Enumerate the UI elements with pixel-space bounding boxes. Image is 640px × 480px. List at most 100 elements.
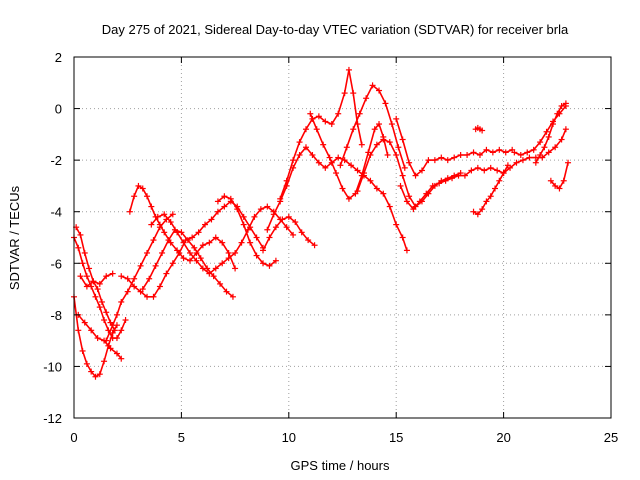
- data-point: [103, 337, 110, 344]
- x-tick-label: 15: [389, 430, 403, 445]
- data-point: [225, 249, 232, 256]
- data-point: [367, 177, 374, 184]
- data-point: [240, 221, 247, 228]
- series-track-10: [148, 203, 297, 277]
- data-point: [496, 177, 503, 184]
- data-point: [118, 355, 125, 362]
- data-point: [247, 239, 254, 246]
- data-point: [79, 260, 86, 267]
- data-point: [348, 162, 355, 169]
- data-point: [253, 234, 260, 241]
- y-tick-label: -4: [50, 205, 62, 220]
- data-point: [530, 146, 537, 153]
- data-point: [156, 283, 163, 290]
- data-point: [479, 127, 486, 134]
- data-point: [470, 149, 477, 156]
- data-point: [558, 136, 565, 143]
- data-point: [81, 249, 88, 256]
- data-point: [193, 257, 200, 264]
- data-point: [266, 234, 273, 241]
- y-tick-label: -12: [43, 411, 62, 426]
- data-point: [376, 87, 383, 94]
- chart-title: Day 275 of 2021, Sidereal Day-to-day VTE…: [102, 22, 569, 37]
- data-point: [199, 242, 206, 249]
- data-point: [186, 257, 193, 264]
- data-point: [547, 177, 554, 184]
- data-point: [219, 260, 226, 267]
- data-point: [386, 139, 393, 146]
- series-line: [75, 226, 116, 331]
- series-line: [77, 314, 122, 360]
- data-point: [210, 273, 217, 280]
- data-point: [403, 198, 410, 205]
- series-track-3: [73, 224, 118, 334]
- data-point: [363, 95, 370, 102]
- data-point: [186, 249, 193, 256]
- data-point: [195, 229, 202, 236]
- data-point: [311, 242, 318, 249]
- axis-ticks: 0 5 10 15 20 25 -12 -10 -8 -6 -4 -2 0 2: [43, 50, 618, 445]
- data-point: [169, 211, 176, 218]
- data-point: [393, 221, 400, 228]
- data-point: [339, 185, 346, 192]
- data-point: [457, 151, 464, 158]
- data-point: [92, 373, 99, 380]
- data-point: [139, 185, 146, 192]
- data-point: [146, 275, 153, 282]
- data-point: [81, 319, 88, 326]
- data-point: [206, 239, 213, 246]
- y-tick-label: 0: [55, 102, 62, 117]
- data-point: [257, 206, 264, 213]
- y-tick-label: -2: [50, 153, 62, 168]
- data-point: [335, 154, 342, 161]
- x-tick-label: 25: [604, 430, 618, 445]
- series-track-12: [260, 213, 318, 254]
- data-point: [109, 322, 116, 329]
- data-point: [492, 185, 499, 192]
- data-point: [88, 327, 95, 334]
- data-point: [376, 121, 383, 128]
- data-point: [320, 141, 327, 148]
- data-point: [380, 190, 387, 197]
- data-point: [541, 144, 548, 151]
- data-point: [107, 345, 114, 352]
- data-point: [232, 265, 239, 272]
- data-point: [139, 286, 146, 293]
- data-point: [83, 360, 90, 367]
- data-point: [148, 203, 155, 210]
- data-point: [474, 211, 481, 218]
- data-point: [113, 350, 120, 357]
- data-point: [305, 237, 312, 244]
- data-point: [401, 164, 408, 171]
- data-point: [526, 154, 533, 161]
- data-point: [550, 121, 557, 128]
- y-tick-label: -10: [43, 359, 62, 374]
- x-tick-label: 20: [496, 430, 510, 445]
- data-point: [152, 262, 159, 269]
- data-point: [199, 265, 206, 272]
- data-point: [393, 151, 400, 158]
- data-point: [272, 224, 279, 231]
- data-point: [483, 146, 490, 153]
- data-point: [373, 141, 380, 148]
- series-track-16: [337, 82, 408, 171]
- data-point: [489, 149, 496, 156]
- series-line: [475, 126, 483, 132]
- data-point: [113, 335, 120, 342]
- data-point: [410, 206, 417, 213]
- series-track-11: [214, 193, 279, 269]
- data-point: [560, 177, 567, 184]
- data-point: [229, 293, 236, 300]
- data-point: [315, 113, 322, 120]
- data-point: [337, 162, 344, 169]
- data-point: [283, 177, 290, 184]
- data-point: [144, 293, 151, 300]
- data-point: [403, 247, 410, 254]
- series-line: [129, 184, 236, 269]
- data-point: [371, 126, 378, 133]
- series-track-20: [470, 162, 511, 218]
- x-tick-label: 5: [178, 430, 185, 445]
- data-point: [159, 249, 166, 256]
- series-line: [266, 146, 408, 251]
- data-point: [423, 190, 430, 197]
